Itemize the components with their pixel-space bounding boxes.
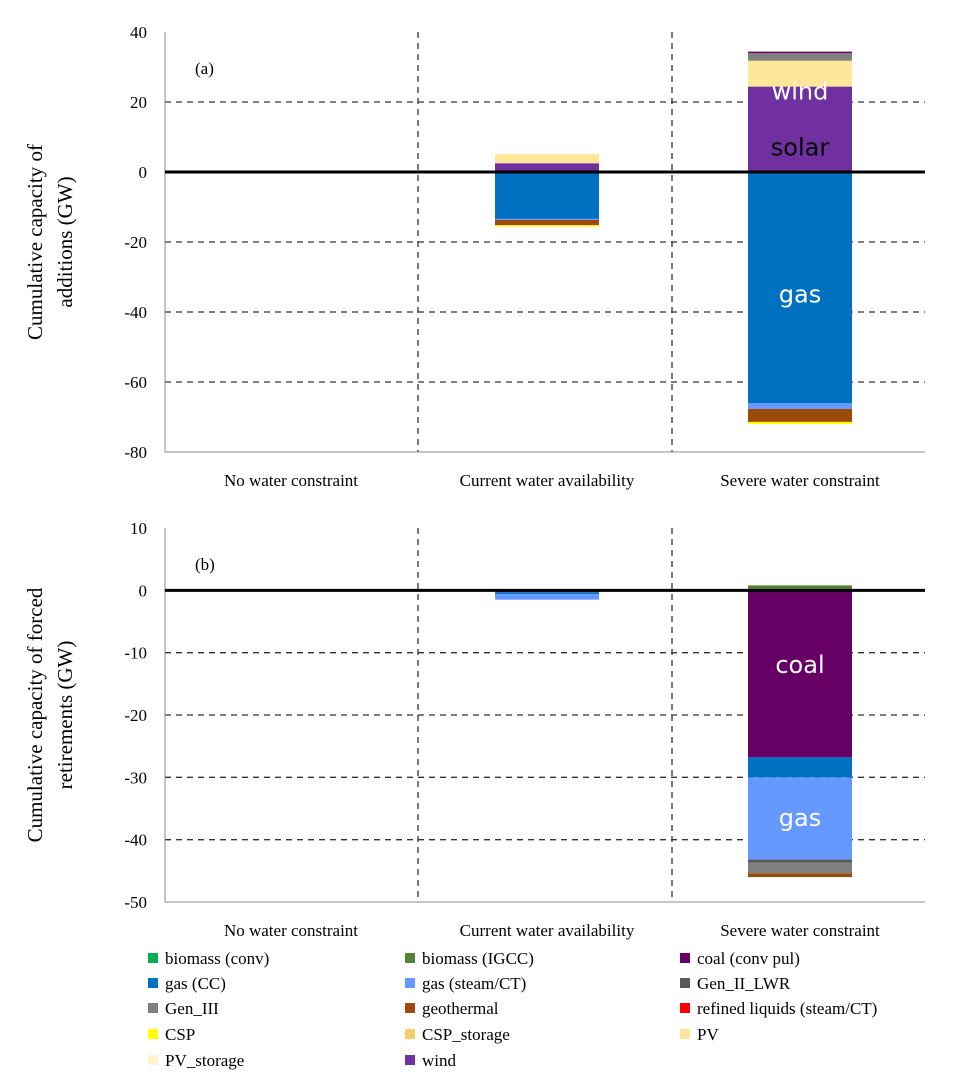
legend-label: geothermal	[422, 999, 499, 1018]
bar-segment-gas-steam-ct-	[495, 218, 599, 220]
x-tick-label: No water constraint	[224, 921, 358, 940]
y-tick-label: 20	[130, 93, 147, 112]
legend-label: biomass (conv)	[165, 949, 269, 968]
x-tick-label: Current water availability	[460, 471, 635, 490]
legend-swatch	[405, 1029, 415, 1039]
y-tick-label: -40	[124, 303, 147, 322]
bar-segment-csp	[495, 225, 599, 227]
panel-label: (a)	[195, 59, 214, 78]
legend-label: Gen_II_LWR	[697, 974, 791, 993]
legend-swatch	[148, 1029, 158, 1039]
y-axis-label: Cumulative capacity of	[23, 144, 47, 340]
y-tick-label: -40	[124, 831, 147, 850]
x-tick-label: Severe water constraint	[720, 921, 880, 940]
legend-label: biomass (IGCC)	[422, 949, 534, 968]
bar-segment-coal-conv-pul-	[748, 51, 852, 53]
bar-segment-csp	[748, 421, 852, 424]
y-tick-label: -20	[124, 706, 147, 725]
bar-segment-gas-steam-ct-	[748, 777, 852, 860]
legend-swatch	[405, 953, 415, 963]
bar-segment-geothermal	[748, 408, 852, 422]
panel-label: (b)	[195, 555, 215, 574]
bar-annotation: gas	[779, 281, 821, 309]
bar-annotation: coal	[775, 651, 824, 679]
y-tick-label: 0	[139, 581, 148, 600]
legend-label: Gen_III	[165, 999, 219, 1018]
legend-label: wind	[422, 1051, 457, 1070]
bar-segment-gen-iii	[748, 862, 852, 874]
bar-annotation: solar	[771, 134, 830, 162]
y-tick-label: -10	[124, 644, 147, 663]
bar-segment-gas-steam-ct-	[495, 594, 599, 600]
y-tick-label: -30	[124, 768, 147, 787]
legend-label: CSP_storage	[422, 1025, 510, 1044]
x-tick-label: Current water availability	[460, 921, 635, 940]
y-axis-label: Cumulative capacity of forced	[23, 587, 47, 842]
bar-segment-pv	[748, 60, 852, 87]
bar-segment-wind	[495, 163, 599, 172]
legend-label: refined liquids (steam/CT)	[697, 999, 877, 1018]
bar-segment-wind	[748, 86, 852, 172]
bar-annotation: wind	[772, 78, 829, 106]
legend-swatch	[405, 1055, 415, 1065]
legend-swatch	[680, 1003, 690, 1013]
legend-swatch	[680, 978, 690, 988]
bar-segment-coal-conv-pul-	[748, 590, 852, 758]
legend-swatch	[405, 1003, 415, 1013]
legend-label: CSP	[165, 1025, 195, 1044]
y-axis-label: retirements (GW)	[53, 641, 77, 790]
legend-swatch	[148, 1055, 158, 1065]
legend-swatch	[148, 1003, 158, 1013]
legend-swatch	[148, 953, 158, 963]
bar-segment-gen-ii-lwr	[748, 859, 852, 863]
y-tick-label: 0	[139, 163, 148, 182]
legend-label: gas (CC)	[165, 974, 226, 993]
legend-swatch	[680, 953, 690, 963]
y-tick-label: -60	[124, 373, 147, 392]
bar-segment-gas-cc-	[495, 592, 599, 595]
y-tick-label: 10	[130, 519, 147, 538]
legend-label: PV_storage	[165, 1051, 244, 1070]
bar-segment-pv	[495, 154, 599, 164]
bar-segment-geothermal	[748, 873, 852, 878]
bar-segment-geothermal	[495, 219, 599, 226]
y-tick-label: -20	[124, 233, 147, 252]
y-tick-label: -80	[124, 443, 147, 462]
legend-swatch	[148, 978, 158, 988]
legend-label: PV	[697, 1025, 719, 1044]
legend-label: coal (conv pul)	[697, 949, 800, 968]
x-tick-label: Severe water constraint	[720, 471, 880, 490]
bar-segment-biomass-igcc-	[748, 585, 852, 591]
y-tick-label: 40	[130, 23, 147, 42]
bar-annotation: gas	[779, 804, 821, 832]
bar-segment-gas-steam-ct-	[748, 403, 852, 409]
bar-segment-gen-iii	[748, 53, 852, 61]
x-tick-label: No water constraint	[224, 471, 358, 490]
y-tick-label: -50	[124, 893, 147, 912]
y-axis-label: additions (GW)	[53, 176, 77, 307]
legend-label: gas (steam/CT)	[422, 974, 526, 993]
legend-swatch	[680, 1029, 690, 1039]
bar-segment-gas-cc-	[495, 172, 599, 219]
bar-segment-gas-cc-	[748, 757, 852, 778]
legend-swatch	[405, 978, 415, 988]
bar-segment-gas-cc-	[748, 172, 852, 403]
